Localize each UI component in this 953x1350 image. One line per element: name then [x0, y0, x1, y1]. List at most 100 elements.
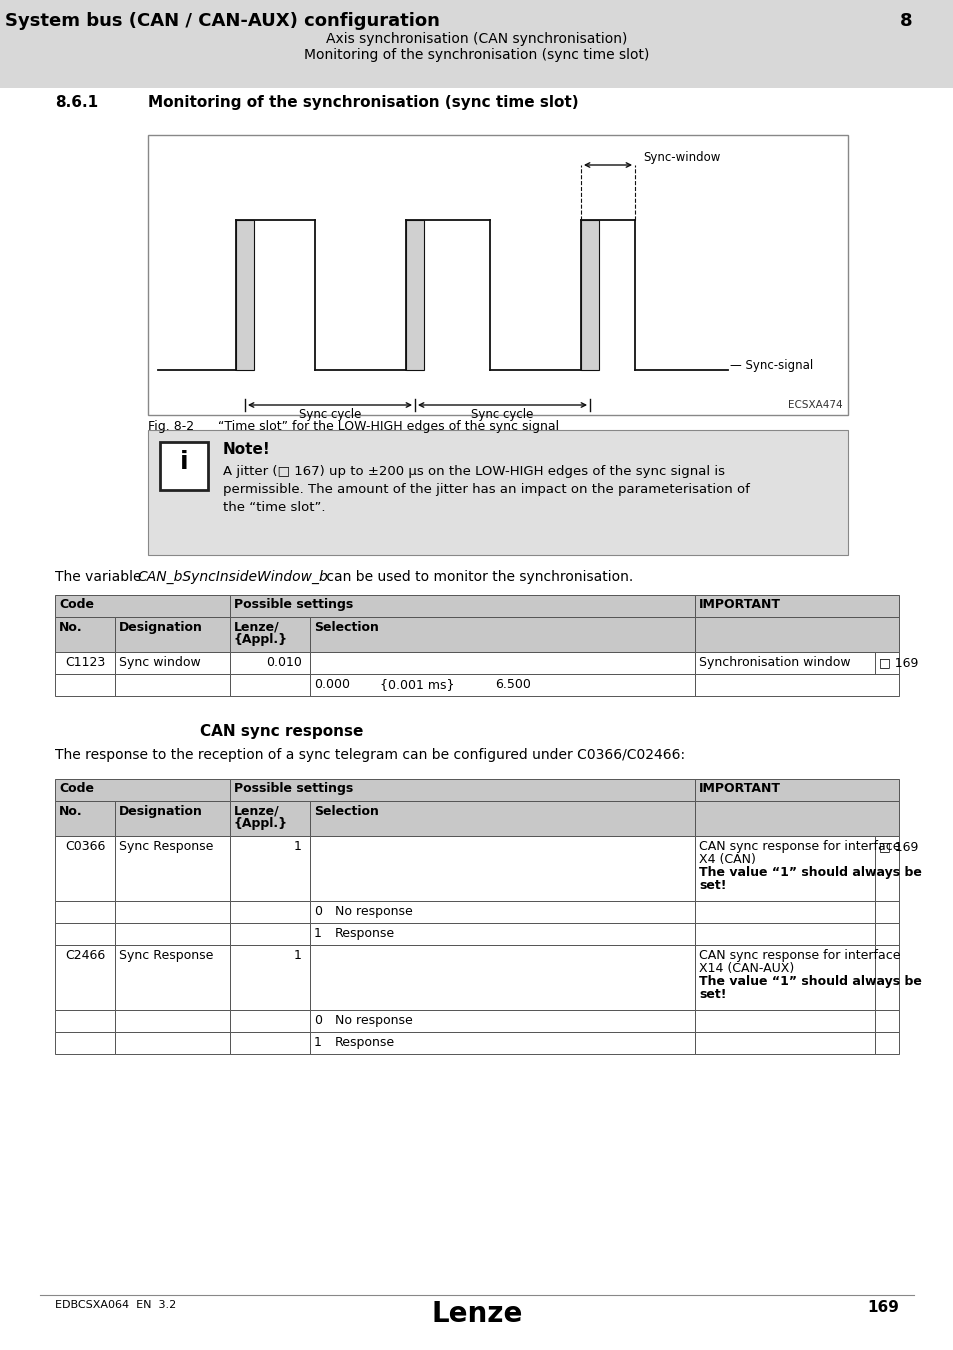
Text: Monitoring of the synchronisation (sync time slot): Monitoring of the synchronisation (sync …	[148, 95, 578, 109]
Bar	[0, 0, 953, 88]
Text: can be used to monitor the synchronisation.: can be used to monitor the synchronisati…	[322, 570, 633, 585]
Bar	[695, 923, 874, 945]
Text: The response to the reception of a sync telegram can be configured under C0366/C: The response to the reception of a sync …	[55, 748, 684, 761]
Bar	[310, 1010, 695, 1031]
Bar	[160, 441, 208, 490]
Bar	[310, 652, 695, 674]
Bar	[55, 923, 115, 945]
Text: IMPORTANT: IMPORTANT	[699, 598, 781, 612]
Text: Fig. 8-2: Fig. 8-2	[148, 420, 193, 433]
Bar	[230, 779, 695, 801]
Text: CAN sync response for interface: CAN sync response for interface	[699, 840, 900, 853]
Text: The value “1” should always be: The value “1” should always be	[699, 865, 921, 879]
Bar	[874, 1010, 898, 1031]
Bar	[115, 617, 230, 652]
Bar	[406, 220, 423, 370]
Text: C1123: C1123	[65, 656, 105, 670]
Bar	[55, 945, 115, 1010]
Text: □ 169: □ 169	[878, 840, 918, 853]
Bar	[874, 1031, 898, 1054]
Bar	[695, 1031, 874, 1054]
Bar	[874, 923, 898, 945]
Bar	[230, 900, 310, 923]
Text: Selection: Selection	[314, 621, 378, 634]
Bar	[55, 801, 115, 836]
Bar	[874, 900, 898, 923]
Text: CAN sync response: CAN sync response	[200, 724, 363, 738]
Bar	[695, 779, 898, 801]
Text: System bus (CAN / CAN-AUX) configuration: System bus (CAN / CAN-AUX) configuration	[5, 12, 439, 30]
Text: 1: 1	[314, 1035, 321, 1049]
Bar	[55, 900, 115, 923]
Text: Sync Response: Sync Response	[119, 949, 213, 963]
Bar	[695, 945, 874, 1010]
Bar	[695, 836, 874, 900]
Bar	[310, 900, 695, 923]
Bar	[55, 1031, 115, 1054]
Text: Lenze/: Lenze/	[233, 621, 279, 634]
Bar	[115, 923, 230, 945]
Bar	[230, 1010, 310, 1031]
Bar	[580, 220, 598, 370]
Text: Sync Response: Sync Response	[119, 840, 213, 853]
Text: {Appl.}: {Appl.}	[233, 633, 288, 647]
Text: 1: 1	[294, 949, 302, 963]
Text: No.: No.	[59, 805, 83, 818]
Bar	[230, 923, 310, 945]
Text: 8: 8	[899, 12, 912, 30]
Bar	[55, 1010, 115, 1031]
Bar	[148, 431, 847, 555]
Bar	[695, 900, 874, 923]
Text: C0366: C0366	[65, 840, 105, 853]
Bar	[695, 595, 898, 617]
Bar	[115, 900, 230, 923]
Text: X4 (CAN): X4 (CAN)	[699, 853, 755, 865]
Text: set!: set!	[699, 988, 726, 1000]
Bar	[115, 1031, 230, 1054]
Bar	[235, 220, 253, 370]
Text: Code: Code	[59, 598, 94, 612]
Bar	[695, 801, 898, 836]
Text: permissible. The amount of the jitter has an impact on the parameterisation of: permissible. The amount of the jitter ha…	[223, 483, 749, 495]
Bar	[230, 945, 310, 1010]
Bar	[695, 1010, 874, 1031]
Bar	[310, 801, 695, 836]
Text: “Time slot” for the LOW-HIGH edges of the sync signal: “Time slot” for the LOW-HIGH edges of th…	[218, 420, 558, 433]
Text: Response: Response	[335, 1035, 395, 1049]
Text: Note!: Note!	[223, 441, 271, 458]
Bar	[115, 801, 230, 836]
Bar	[55, 779, 230, 801]
Bar	[310, 1031, 695, 1054]
Text: CAN sync response for interface: CAN sync response for interface	[699, 949, 900, 963]
Bar	[230, 652, 310, 674]
Bar	[55, 674, 115, 697]
Bar	[115, 652, 230, 674]
Text: Synchronisation window: Synchronisation window	[699, 656, 850, 670]
Text: 1: 1	[314, 927, 321, 940]
Text: □ 169: □ 169	[878, 656, 918, 670]
Text: 1: 1	[294, 840, 302, 853]
Text: 0: 0	[314, 1014, 322, 1027]
Text: Lenze/: Lenze/	[233, 805, 279, 818]
Text: Axis synchronisation (CAN synchronisation): Axis synchronisation (CAN synchronisatio…	[326, 32, 627, 46]
Bar	[230, 595, 695, 617]
Text: 6.500: 6.500	[495, 678, 530, 691]
Text: the “time slot”.: the “time slot”.	[223, 501, 325, 514]
Bar	[115, 945, 230, 1010]
Bar	[874, 945, 898, 1010]
Bar	[874, 836, 898, 900]
Bar	[55, 652, 115, 674]
Text: Code: Code	[59, 782, 94, 795]
Bar	[55, 836, 115, 900]
Bar	[230, 674, 310, 697]
Text: Designation: Designation	[119, 805, 203, 818]
Bar	[874, 652, 898, 674]
Text: 169: 169	[866, 1300, 898, 1315]
Text: 8.6.1: 8.6.1	[55, 95, 98, 109]
Text: IMPORTANT: IMPORTANT	[699, 782, 781, 795]
Text: Possible settings: Possible settings	[233, 598, 353, 612]
Bar	[115, 674, 230, 697]
Text: 0.000: 0.000	[314, 678, 350, 691]
Text: 0.010: 0.010	[266, 656, 302, 670]
Bar	[230, 801, 310, 836]
